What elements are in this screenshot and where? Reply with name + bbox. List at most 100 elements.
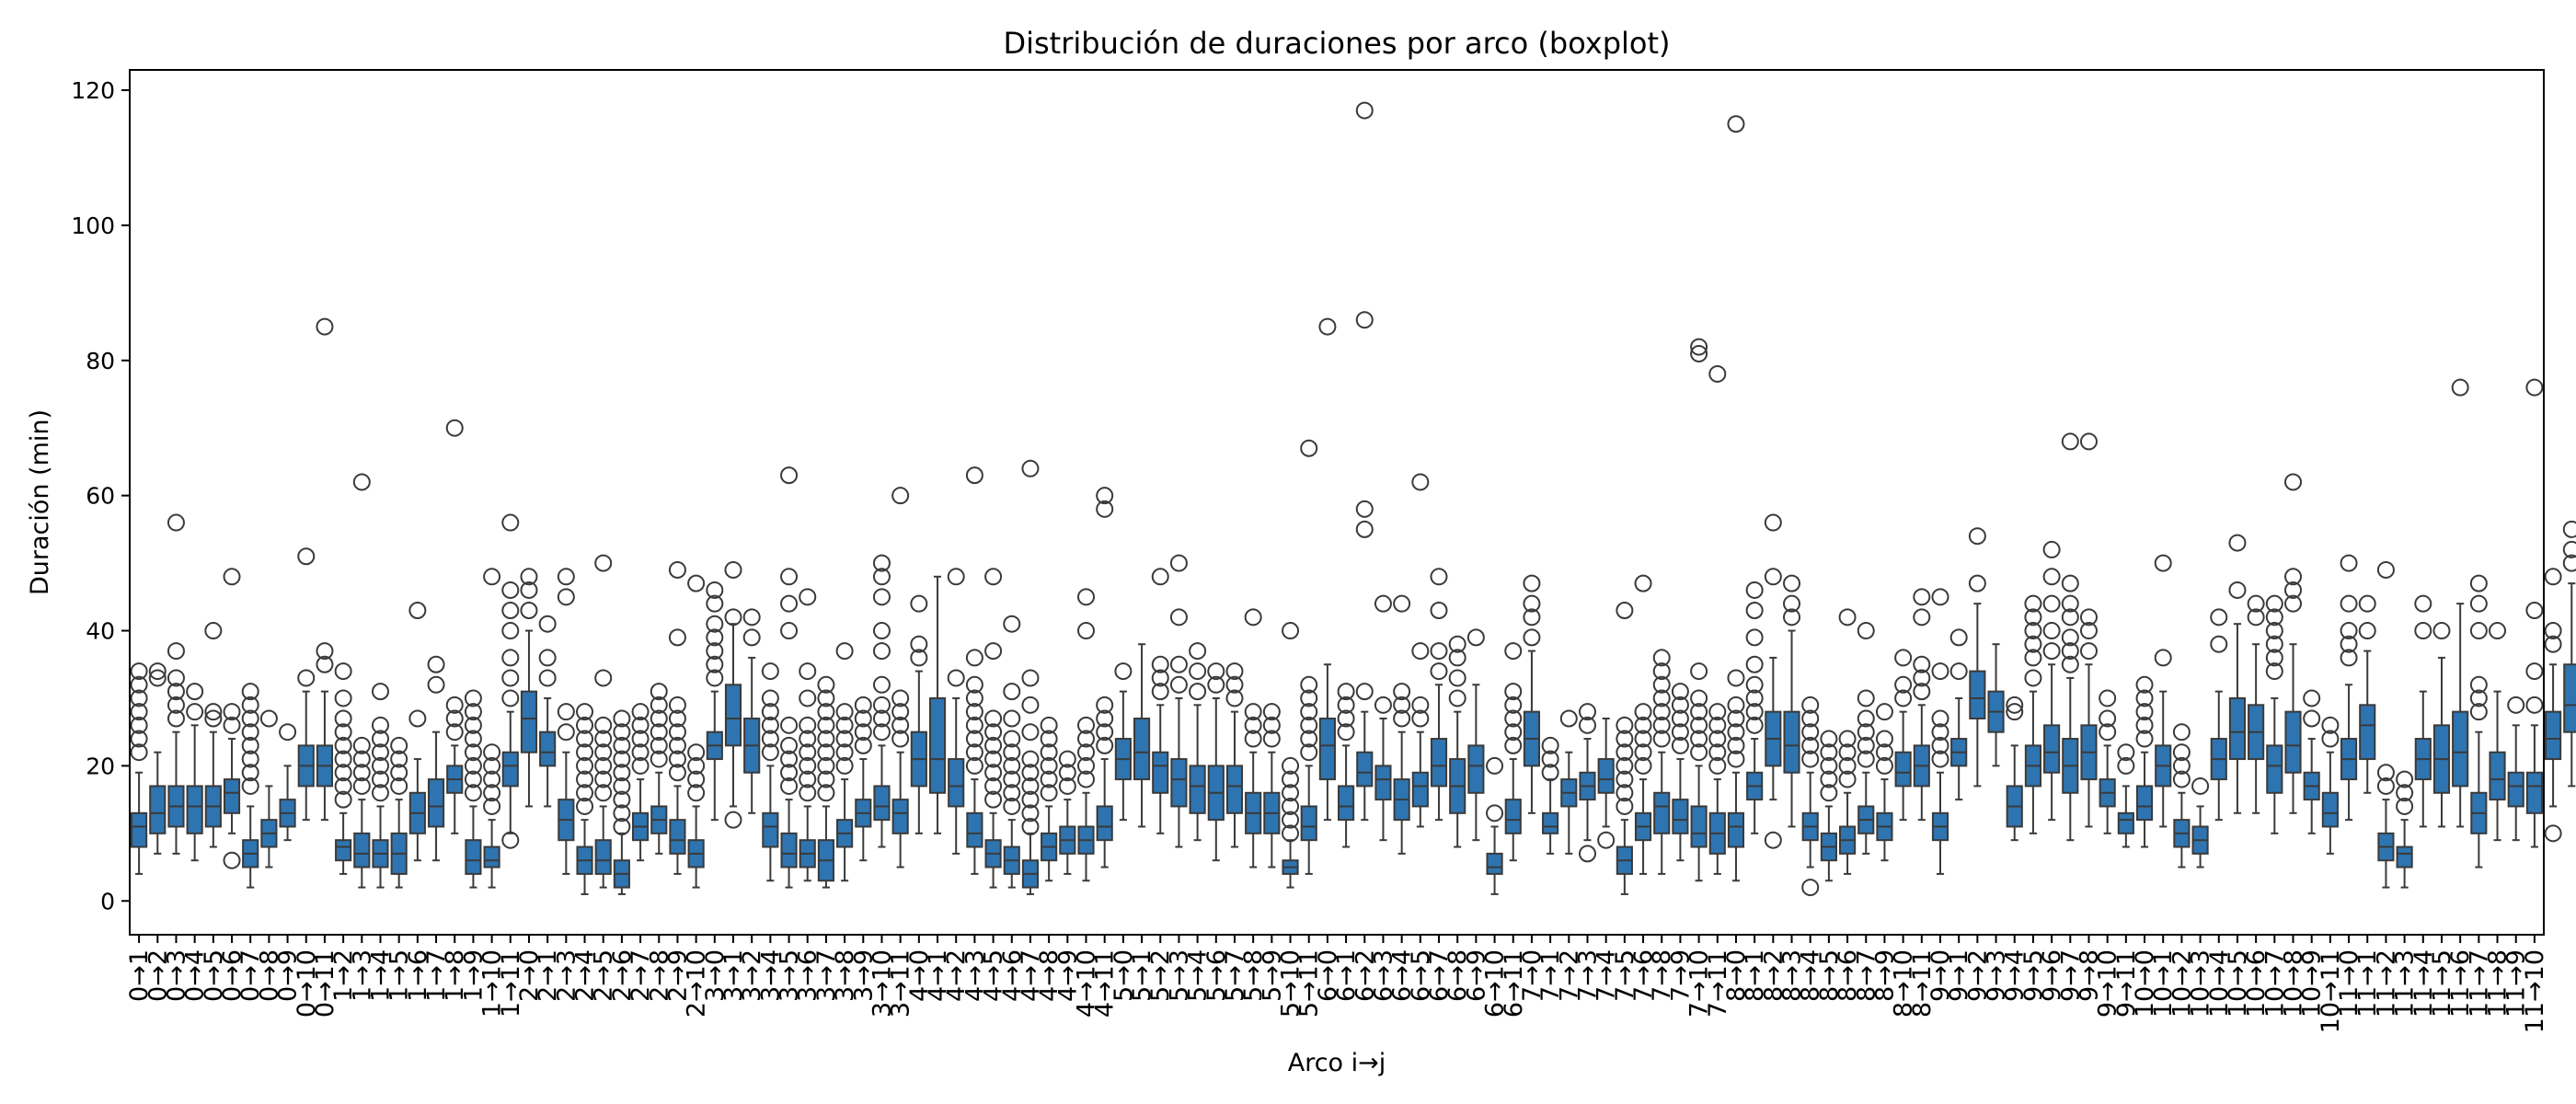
outlier-point xyxy=(1801,723,1820,742)
outlier-point xyxy=(965,689,983,707)
outlier-point xyxy=(130,743,148,762)
outlier-point xyxy=(2321,730,2340,748)
outlier-point xyxy=(1189,642,1207,661)
outlier-point xyxy=(1169,655,1188,673)
outlier-point xyxy=(613,804,631,822)
iqr-box xyxy=(1727,811,1745,848)
x-tick-label: 6→3 xyxy=(1369,949,1397,1002)
outlier-point xyxy=(390,776,408,795)
x-tick-label: 8→9 xyxy=(1870,949,1899,1002)
outlier-point xyxy=(1690,662,1708,681)
x-tick-label: 3→9 xyxy=(849,949,878,1002)
box-123 xyxy=(2414,594,2432,828)
x-tick-label: 7→0 xyxy=(1518,949,1547,1002)
outlier-point xyxy=(799,784,817,802)
box-102 xyxy=(2024,594,2042,834)
outlier-point xyxy=(706,581,724,599)
outlier-point xyxy=(1931,736,1949,754)
outlier-point xyxy=(1652,675,1671,694)
box-23 xyxy=(557,568,575,875)
x-tick-label: 9→8 xyxy=(2075,949,2103,1002)
iqr-box xyxy=(1783,710,1800,774)
outlier-point xyxy=(241,750,259,768)
outlier-point xyxy=(594,770,613,788)
outlier-point xyxy=(2265,594,2283,613)
outlier-point xyxy=(799,743,817,762)
outlier-point xyxy=(1671,696,1689,714)
box-68 xyxy=(1393,594,1411,855)
x-tick-label: 11→9 xyxy=(2502,949,2531,1018)
outlier-point xyxy=(1096,696,1114,714)
outlier-point xyxy=(1262,703,1281,721)
outlier-point xyxy=(167,683,185,701)
outlier-point xyxy=(1096,709,1114,728)
x-tick-label: 2→6 xyxy=(608,949,637,1002)
outlier-point xyxy=(1690,689,1708,707)
outlier-point xyxy=(1875,756,1893,775)
x-tick-label: 4→3 xyxy=(960,949,989,1002)
outlier-point xyxy=(1616,602,1634,619)
outlier-point xyxy=(2024,649,2042,667)
outlier-point xyxy=(2265,649,2283,667)
box-103 xyxy=(2042,540,2061,822)
outlier-point xyxy=(1801,750,1820,768)
x-tick-label: 10→0 xyxy=(2131,949,2159,1018)
box-17 xyxy=(445,419,464,834)
outlier-point xyxy=(2247,594,2265,613)
outlier-point xyxy=(167,513,185,532)
outlier-point xyxy=(371,730,389,748)
outlier-point xyxy=(1652,730,1671,748)
outlier-point xyxy=(464,743,482,762)
outlier-point xyxy=(854,696,872,714)
outlier-point xyxy=(2172,723,2191,742)
outlier-point xyxy=(1151,683,1169,701)
outlier-point xyxy=(1913,669,1931,687)
box-111 xyxy=(2191,776,2210,868)
outlier-point xyxy=(965,730,983,748)
y-tick-label: 0 xyxy=(100,888,115,914)
outlier-point xyxy=(464,784,482,802)
iqr-box xyxy=(1318,718,1336,781)
outlier-point xyxy=(2024,635,2042,653)
outlier-point xyxy=(241,723,259,742)
outlier-point xyxy=(613,790,631,809)
box-12 xyxy=(352,473,371,889)
outlier-point xyxy=(1578,703,1596,721)
outlier-point xyxy=(706,669,724,687)
outlier-point xyxy=(167,696,185,714)
outlier-point xyxy=(724,608,742,627)
outlier-point xyxy=(576,756,594,775)
outlier-point xyxy=(1003,743,1021,762)
outlier-point xyxy=(891,730,910,748)
outlier-point xyxy=(965,743,983,762)
outlier-point xyxy=(2507,696,2525,714)
outlier-point xyxy=(872,723,891,742)
outlier-point xyxy=(1374,696,1392,714)
x-tick-label: 8→3 xyxy=(1778,949,1807,1002)
outlier-point xyxy=(613,818,631,835)
x-tick-label: 3→8 xyxy=(831,949,859,1002)
x-tick-label: 11→0 xyxy=(2335,949,2363,1018)
box-100 xyxy=(1987,643,2005,767)
outlier-point xyxy=(706,642,724,661)
iqr-box xyxy=(1969,670,1986,719)
outlier-point xyxy=(1671,723,1689,742)
box-27 xyxy=(631,703,650,862)
outlier-point xyxy=(1393,594,1411,613)
outlier-point xyxy=(1355,311,1374,329)
outlier-point xyxy=(2303,689,2321,707)
outlier-point xyxy=(2396,770,2414,788)
x-tick-label: 1→8 xyxy=(441,949,469,1002)
box-36 xyxy=(799,588,817,882)
outlier-point xyxy=(2562,540,2576,558)
outlier-point xyxy=(1690,716,1708,734)
outlier-point xyxy=(464,756,482,775)
iqr-box xyxy=(335,839,352,862)
box-41 xyxy=(891,487,910,868)
outlier-point xyxy=(1652,662,1671,681)
outlier-point xyxy=(650,750,668,768)
box-75 xyxy=(1523,574,1541,814)
y-tick-label: 100 xyxy=(71,213,115,239)
box-9 xyxy=(297,547,316,822)
box-55 xyxy=(1151,568,1169,834)
